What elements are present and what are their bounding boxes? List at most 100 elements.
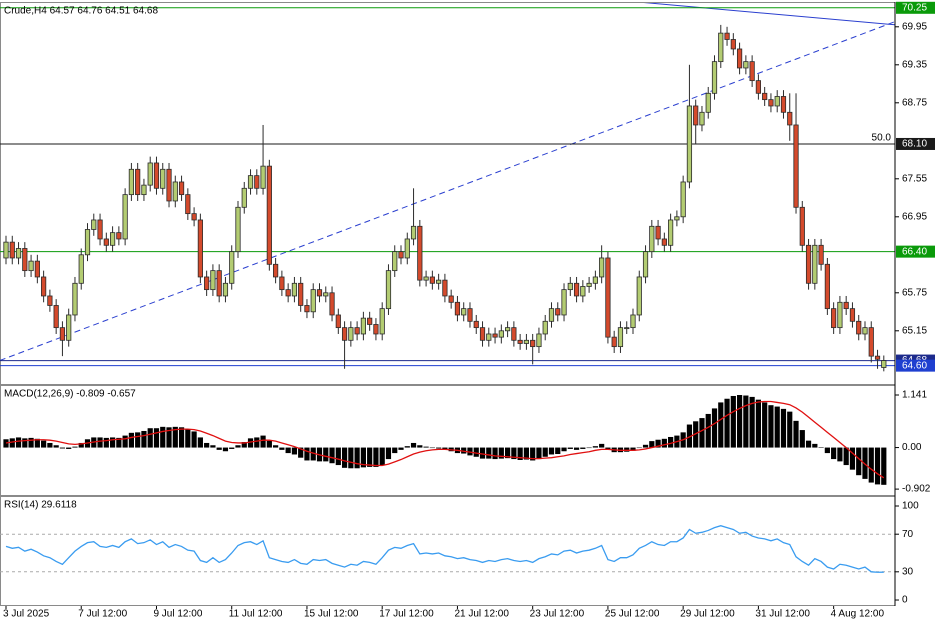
macd-bar (241, 442, 247, 448)
candle-body (316, 289, 323, 297)
candle-body (561, 289, 567, 316)
macd-bar (97, 437, 103, 448)
macd-bar (160, 426, 166, 448)
candle-body (128, 168, 134, 196)
macd-bar (812, 443, 818, 448)
candle-body (787, 111, 793, 126)
macd-bar (536, 447, 542, 460)
candle-body (185, 194, 191, 215)
candle-body (84, 229, 91, 256)
macd-bar (548, 447, 555, 455)
candle-body (298, 282, 304, 306)
candle-body (398, 251, 404, 259)
candle-body (617, 327, 624, 348)
candle-body (109, 232, 116, 246)
candle-body (341, 327, 348, 341)
macd-bar (404, 446, 410, 448)
x-tick-label: 3 Jul 2025 (3, 609, 50, 620)
candle-body (868, 327, 874, 357)
candle-body (373, 324, 379, 335)
candle-body (674, 216, 680, 221)
macd-bar (360, 447, 366, 468)
candle-body (774, 96, 780, 107)
candle-body (473, 320, 479, 329)
macd-bar (172, 426, 178, 448)
candle-body (668, 219, 674, 246)
panel-frame (0, 496, 896, 606)
macd-bar (341, 447, 348, 468)
candle-body (874, 355, 881, 360)
y-tick-label: -0.902 (902, 484, 931, 495)
candle-body (410, 225, 417, 240)
candle-body (548, 308, 555, 322)
macd-bar (668, 436, 674, 448)
candle-body (348, 327, 354, 341)
candle-body (812, 244, 818, 284)
macd-bar (542, 447, 548, 457)
macd-bar (580, 447, 586, 449)
y-tick-label: 70 (902, 529, 914, 540)
candle-body (461, 308, 467, 316)
macd-bar (856, 447, 862, 476)
candle-body (3, 241, 9, 259)
candle-body (429, 276, 435, 284)
candle-body (536, 333, 542, 348)
candle-body (197, 219, 203, 278)
macd-bar (442, 447, 448, 450)
candle-body (153, 162, 160, 189)
candle-body (97, 219, 103, 240)
macd-bar (78, 442, 84, 448)
y-tick-label: 100 (902, 501, 919, 512)
candle-body (116, 232, 122, 240)
candle-body (768, 99, 774, 107)
macd-bar (705, 413, 711, 448)
candle-body (436, 279, 442, 284)
candle-body (486, 333, 492, 341)
candle-body (166, 168, 172, 202)
candle-body (91, 219, 97, 230)
candle-body (310, 289, 316, 313)
macd-bar (567, 447, 573, 449)
macd-bar (28, 437, 34, 448)
candle-body (824, 263, 830, 310)
candle-body (135, 168, 141, 196)
macd-bar (141, 430, 147, 448)
macd-bar (417, 445, 423, 448)
macd-bar (630, 447, 636, 451)
candle-body (335, 314, 341, 329)
candle-body (843, 301, 849, 310)
macd-bar (573, 447, 580, 450)
macd-bar (410, 442, 417, 448)
x-tick-label: 23 Jul 12:00 (530, 609, 585, 620)
candle-body (736, 48, 743, 69)
macd-bar (505, 447, 511, 459)
candle-body (454, 301, 461, 316)
y-tick-label: 1.141 (902, 390, 927, 401)
macd-bar (273, 445, 279, 448)
rsi-line (5, 525, 884, 573)
macd-bar (103, 437, 109, 448)
level-label-bg (896, 137, 935, 150)
macd-bar (467, 447, 473, 456)
candle-body (103, 238, 109, 246)
macd-bar (636, 447, 642, 449)
candle-body (53, 305, 59, 329)
candle-body (511, 327, 517, 341)
macd-bar (436, 447, 442, 449)
macd-bar (724, 398, 730, 448)
macd-bar (72, 446, 78, 448)
candle-body (523, 339, 530, 344)
macd-bar (479, 447, 486, 459)
macd-bar (762, 402, 768, 448)
level-label: 66.40 (902, 246, 927, 257)
candle-body (718, 32, 724, 63)
macd-bar (473, 447, 479, 457)
macd-bar (229, 447, 235, 449)
macd-bar (824, 447, 830, 454)
candle-body (122, 194, 128, 240)
macd-bar (116, 437, 122, 448)
panel-title: MACD(12,26,9) -0.809 -0.657 (4, 389, 136, 400)
y-tick-label: 69.35 (902, 59, 927, 70)
macd-bar (348, 447, 354, 469)
